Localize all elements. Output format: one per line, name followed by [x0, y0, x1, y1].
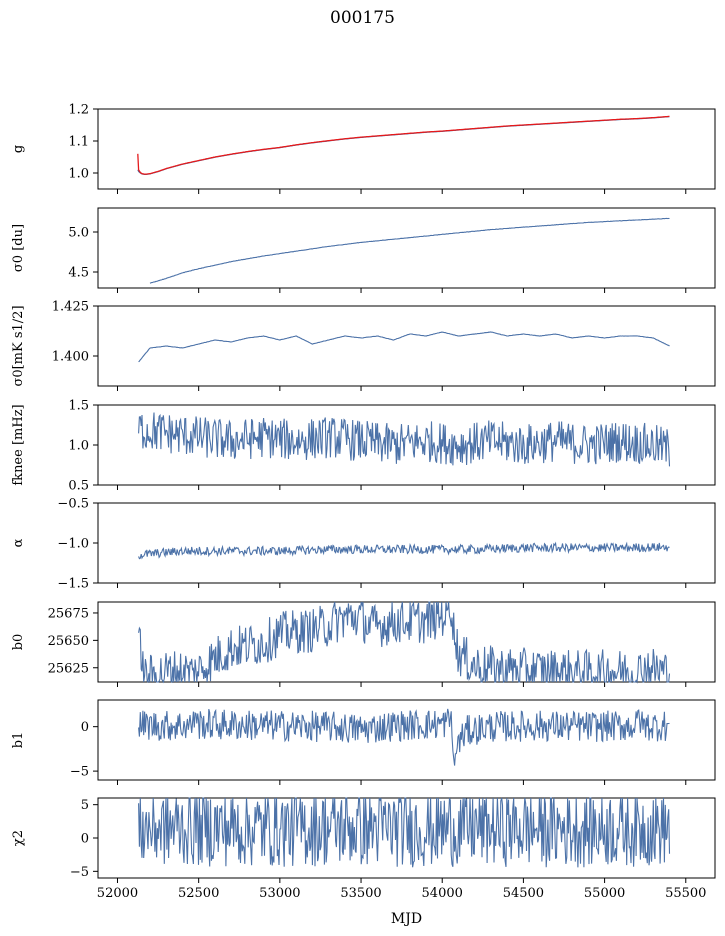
y-tick-label: −5 — [70, 765, 89, 780]
y-axis-label: g — [11, 145, 26, 153]
x-tick-label: 54000 — [422, 886, 463, 901]
x-tick-label: 53000 — [259, 886, 300, 901]
series-line-1-2 — [137, 115, 670, 175]
y-tick-label: 1.0 — [68, 167, 89, 182]
y-tick-label: 1.1 — [68, 135, 89, 150]
x-tick-label: 55000 — [584, 886, 625, 901]
y-axis-label: b1 — [11, 732, 26, 749]
series-line-2-1 — [149, 217, 670, 284]
x-tick-label: 55500 — [665, 886, 706, 901]
y-tick-label: 0.5 — [68, 479, 89, 494]
y-tick-label: 0 — [81, 720, 89, 735]
axes-frame-6 — [97, 601, 716, 683]
x-tick-label: 52000 — [97, 886, 138, 901]
y-tick-label: −0.5 — [57, 497, 89, 512]
series-line-1-1 — [137, 116, 670, 176]
axes-frame-3 — [97, 305, 716, 387]
axes-frame-5 — [97, 502, 716, 584]
y-tick-label: 1.2 — [68, 103, 89, 118]
y-tick-label: 5.0 — [68, 226, 89, 241]
y-tick-label: 1.400 — [52, 350, 89, 365]
y-tick-label: 25650 — [48, 634, 89, 649]
x-tick-label: 52500 — [178, 886, 219, 901]
y-axis-label: σ0[mK s1/2] — [11, 305, 26, 386]
y-tick-label: 4.5 — [68, 266, 89, 281]
y-tick-label: 25675 — [48, 606, 89, 621]
x-tick-label: 53500 — [340, 886, 381, 901]
y-axis-label: σ0 [du] — [11, 224, 26, 272]
axes-frame-2 — [97, 207, 716, 289]
y-tick-label: 1.5 — [68, 399, 89, 414]
y-tick-label: −1.5 — [57, 577, 89, 592]
y-axis-label: fknee [mHz] — [11, 404, 26, 485]
y-axis-label: χ2 — [11, 830, 26, 846]
y-axis-label: α — [11, 538, 26, 547]
x-tick-label: 54500 — [503, 886, 544, 901]
y-axis-label: b0 — [11, 634, 26, 651]
axes-frame-7 — [97, 699, 716, 781]
series-line-6-1 — [138, 600, 671, 684]
y-tick-label: 25625 — [48, 661, 89, 676]
series-line-8-1 — [138, 797, 671, 868]
axes-frame-1 — [97, 108, 716, 190]
series-line-4-1 — [138, 412, 671, 467]
y-tick-label: 1.425 — [52, 300, 89, 315]
y-tick-label: 1.0 — [68, 439, 89, 454]
series-line-7-1 — [138, 708, 670, 766]
y-tick-label: 0 — [81, 832, 89, 847]
y-tick-label: −5 — [70, 865, 89, 880]
y-tick-label: −1.0 — [57, 537, 89, 552]
series-line-5-1 — [138, 541, 670, 560]
y-tick-label: 5 — [81, 798, 89, 813]
figure-title: 000175 — [330, 8, 395, 28]
series-line-3-1 — [138, 331, 670, 363]
x-axis-label: MJD — [391, 911, 422, 927]
